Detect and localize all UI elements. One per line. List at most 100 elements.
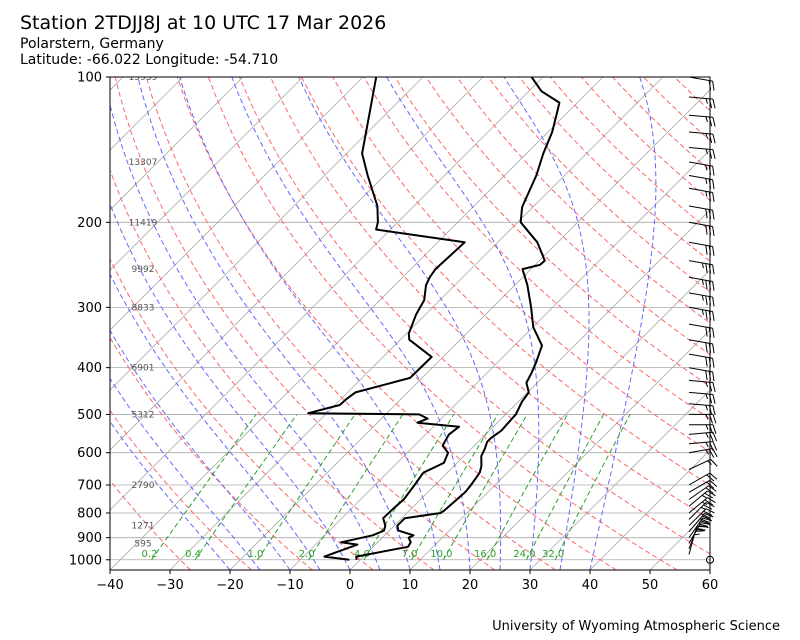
y-tick-label: 1000	[69, 553, 102, 568]
wind-barb-halfflag	[701, 501, 708, 506]
y-tick-label: 100	[77, 71, 102, 86]
wind-barb-flag	[699, 518, 709, 523]
wind-barb-flag	[705, 342, 708, 353]
wind-barb-staff	[688, 485, 709, 500]
wind-barb-halfflag	[705, 405, 708, 411]
wind-barb	[688, 490, 716, 507]
wind-barb-halfflag	[705, 98, 708, 104]
credit-text: University of Wyoming Atmospheric Scienc…	[492, 619, 780, 634]
wind-barb-halfflag	[705, 432, 709, 438]
isotherm-line	[110, 77, 124, 91]
moist-adiabat-line	[110, 103, 381, 570]
x-tick-label: 60	[702, 578, 719, 593]
wind-barb-flag	[705, 370, 708, 381]
wind-barb-flag	[712, 328, 715, 338]
wind-barb	[688, 241, 715, 256]
mixing-ratio-line	[194, 414, 298, 561]
wind-barb-staff	[688, 161, 713, 167]
mixing-ratio-label: 7.0	[402, 549, 418, 560]
wind-barb-flag	[705, 263, 708, 274]
dewpoint-profile	[307, 77, 466, 561]
wind-barb-flag	[712, 394, 716, 404]
wind-barb-flag	[712, 149, 716, 159]
wind-barb-flag	[703, 504, 713, 510]
mixing-ratio-line	[554, 414, 631, 561]
mixing-ratio-label: 4.0	[354, 549, 370, 560]
wind-barb-flag	[705, 326, 708, 337]
wind-barb-flag	[707, 490, 716, 497]
moist-adiabat-line	[110, 377, 261, 570]
mixing-ratio-line	[486, 414, 568, 561]
isotherm-line	[0, 77, 3, 570]
wind-barb-halfflag	[701, 262, 704, 269]
x-tick-label: −30	[156, 578, 183, 593]
dry-adiabat-line	[207, 77, 678, 570]
wind-barb-halfflag	[705, 116, 708, 122]
chart-grid	[0, 77, 710, 570]
wind-barb	[688, 187, 715, 202]
mixing-ratio-label: 32.0	[542, 549, 564, 560]
wind-barb-staff	[688, 187, 713, 193]
y-tick-label: 800	[77, 506, 102, 521]
dry-adiabat-line	[114, 77, 495, 570]
isotherm-line	[529, 389, 710, 570]
wind-barb-staff	[688, 205, 713, 211]
wind-barb-halfflag	[697, 528, 703, 530]
y-tick-label: 200	[77, 216, 102, 231]
wind-barb-staff	[688, 221, 713, 227]
wind-barb-halfflag	[705, 381, 708, 388]
isotherm-line	[110, 77, 184, 151]
wind-barb-halfflag	[705, 164, 708, 171]
x-tick-label: 10	[402, 578, 419, 593]
wind-barb-flag	[704, 512, 714, 518]
wind-barb-flag	[698, 523, 708, 527]
wind-barb-halfflag	[700, 506, 707, 510]
wind-barb-staff	[688, 497, 708, 514]
wind-barb-halfflag	[694, 533, 700, 536]
moist-adiabat-line	[179, 77, 441, 570]
wind-barb-flag	[712, 246, 715, 256]
wind-barb-flag	[712, 441, 718, 451]
wind-barb-flag	[705, 280, 708, 290]
x-tick-label: −20	[216, 578, 243, 593]
height-label: 15959	[129, 73, 158, 83]
wind-barb-flag	[707, 497, 716, 503]
wind-barb-flag	[712, 98, 716, 109]
y-tick-label: 400	[77, 361, 102, 376]
height-label: 595	[134, 539, 151, 549]
wind-barb-flag	[695, 530, 705, 532]
x-tick-label: 0	[346, 578, 354, 593]
moist-adiabat-line	[110, 329, 291, 570]
wind-barb-staff	[688, 292, 713, 298]
dry-adiabat-line	[518, 77, 710, 262]
wind-barb-flag	[708, 394, 713, 404]
wind-barb-staff	[688, 379, 713, 383]
wind-barb	[688, 175, 715, 190]
wind-barb-staff	[688, 508, 707, 527]
wind-barb-flag	[708, 405, 713, 415]
isotherm-line	[110, 77, 604, 570]
wind-barb	[688, 403, 716, 416]
y-tick-label: 300	[77, 301, 102, 316]
moist-adiabat-line	[110, 202, 351, 570]
isotherm-line	[0, 77, 63, 570]
wind-barb-halfflag	[705, 178, 708, 184]
moist-adiabat-line	[503, 77, 590, 570]
x-tick-label: −40	[96, 578, 123, 593]
wind-barb-halfflag	[705, 393, 708, 400]
wind-barb-halfflag	[705, 191, 708, 197]
wind-barb-halfflag	[705, 441, 709, 448]
dry-adiabat-line	[110, 409, 252, 570]
isotherm-line	[110, 77, 244, 211]
wind-barb-staff	[688, 260, 713, 266]
wind-barb-staff	[688, 431, 713, 435]
wind-barb-staff	[688, 502, 707, 520]
y-tick-label: 600	[77, 446, 102, 461]
dry-adiabat-line	[301, 77, 710, 486]
wind-barb	[688, 292, 715, 307]
dry-adiabat-line	[239, 77, 710, 555]
dry-adiabat-line	[176, 77, 617, 570]
wind-barb	[688, 147, 716, 159]
mixing-ratio-line	[525, 414, 605, 561]
moist-adiabat-line	[110, 272, 321, 570]
